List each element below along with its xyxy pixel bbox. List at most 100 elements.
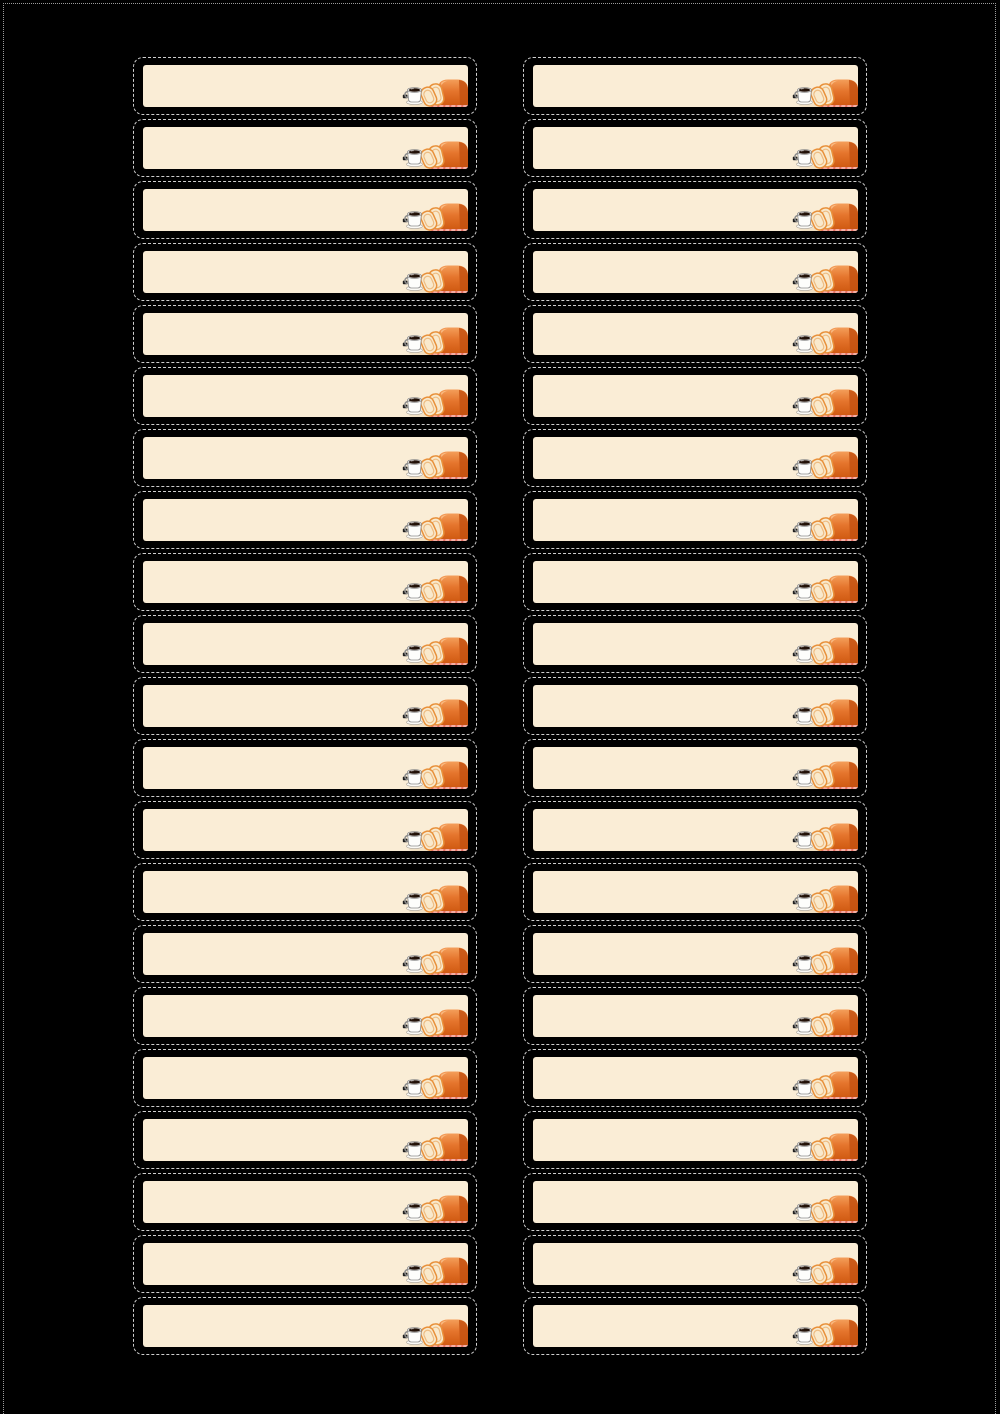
label-cell[interactable]	[133, 1235, 477, 1293]
label-cell[interactable]	[133, 305, 477, 363]
label-cell[interactable]	[523, 1173, 867, 1231]
label-text-area[interactable]	[143, 1119, 468, 1161]
label-text-area[interactable]	[533, 747, 858, 789]
label-text-area[interactable]	[143, 65, 468, 107]
label-text-area[interactable]	[143, 685, 468, 727]
bread-and-coffee-icon	[402, 1009, 468, 1037]
label-cell[interactable]	[523, 553, 867, 611]
label-cell[interactable]	[133, 367, 477, 425]
bread-and-coffee-icon	[402, 761, 468, 789]
label-text-area[interactable]	[143, 747, 468, 789]
label-text-area[interactable]	[143, 1057, 468, 1099]
label-cell[interactable]	[133, 801, 477, 859]
label-text-area[interactable]	[143, 809, 468, 851]
label-cell[interactable]	[523, 1049, 867, 1107]
label-text-area[interactable]	[143, 561, 468, 603]
label-cell[interactable]	[133, 987, 477, 1045]
label-text-area[interactable]	[143, 871, 468, 913]
label-cell[interactable]	[523, 305, 867, 363]
label-text-area[interactable]	[533, 871, 858, 913]
label-text-area[interactable]	[533, 995, 858, 1037]
label-text-area[interactable]	[533, 1119, 858, 1161]
label-text-area[interactable]	[533, 437, 858, 479]
label-text-area[interactable]	[533, 127, 858, 169]
label-text-area[interactable]	[143, 437, 468, 479]
label-cell[interactable]	[523, 1111, 867, 1169]
label-cell[interactable]	[133, 1173, 477, 1231]
label-cell[interactable]	[523, 119, 867, 177]
bread-and-coffee-icon	[402, 1319, 468, 1347]
label-cell[interactable]	[133, 429, 477, 487]
label-text-area[interactable]	[143, 251, 468, 293]
label-cell[interactable]	[523, 615, 867, 673]
label-cell[interactable]	[523, 1235, 867, 1293]
label-cell[interactable]	[133, 553, 477, 611]
label-cell[interactable]	[523, 57, 867, 115]
label-cell[interactable]	[523, 367, 867, 425]
label-text-area[interactable]	[143, 189, 468, 231]
label-text-area[interactable]	[143, 499, 468, 541]
label-cell[interactable]	[133, 119, 477, 177]
label-cell[interactable]	[133, 243, 477, 301]
label-cell[interactable]	[523, 1297, 867, 1355]
label-text-area[interactable]	[533, 561, 858, 603]
bread-and-coffee-icon	[402, 1071, 468, 1099]
bread-and-coffee-icon	[792, 513, 858, 541]
bread-and-coffee-icon	[792, 1009, 858, 1037]
label-text-area[interactable]	[533, 375, 858, 417]
label-cell[interactable]	[133, 615, 477, 673]
bread-and-coffee-icon	[792, 823, 858, 851]
label-text-area[interactable]	[143, 1305, 468, 1347]
label-cell[interactable]	[133, 57, 477, 115]
label-text-area[interactable]	[143, 1181, 468, 1223]
label-text-area[interactable]	[143, 933, 468, 975]
label-text-area[interactable]	[533, 1057, 858, 1099]
label-text-area[interactable]	[143, 1243, 468, 1285]
label-cell[interactable]	[133, 491, 477, 549]
label-text-area[interactable]	[533, 1305, 858, 1347]
bread-and-coffee-icon	[792, 79, 858, 107]
bread-and-coffee-icon	[402, 1257, 468, 1285]
label-text-area[interactable]	[533, 499, 858, 541]
bread-and-coffee-icon	[792, 637, 858, 665]
bread-and-coffee-icon	[402, 203, 468, 231]
label-cell[interactable]	[133, 181, 477, 239]
label-cell[interactable]	[523, 801, 867, 859]
label-text-area[interactable]	[533, 251, 858, 293]
label-cell[interactable]	[133, 925, 477, 983]
label-cell[interactable]	[523, 739, 867, 797]
bread-and-coffee-icon	[792, 699, 858, 727]
label-text-area[interactable]	[143, 995, 468, 1037]
label-text-area[interactable]	[533, 1243, 858, 1285]
label-cell[interactable]	[523, 925, 867, 983]
label-text-area[interactable]	[143, 127, 468, 169]
label-text-area[interactable]	[533, 623, 858, 665]
label-text-area[interactable]	[533, 809, 858, 851]
label-text-area[interactable]	[533, 1181, 858, 1223]
label-cell[interactable]	[133, 863, 477, 921]
bread-and-coffee-icon	[792, 141, 858, 169]
bread-and-coffee-icon	[792, 327, 858, 355]
label-cell[interactable]	[133, 677, 477, 735]
label-text-area[interactable]	[143, 623, 468, 665]
label-cell[interactable]	[133, 1111, 477, 1169]
label-cell[interactable]	[523, 491, 867, 549]
bread-and-coffee-icon	[792, 885, 858, 913]
label-text-area[interactable]	[533, 65, 858, 107]
label-cell[interactable]	[523, 243, 867, 301]
label-cell[interactable]	[523, 987, 867, 1045]
label-cell[interactable]	[133, 739, 477, 797]
label-cell[interactable]	[523, 863, 867, 921]
label-cell[interactable]	[523, 429, 867, 487]
label-text-area[interactable]	[533, 685, 858, 727]
label-cell[interactable]	[133, 1049, 477, 1107]
label-cell[interactable]	[523, 677, 867, 735]
label-text-area[interactable]	[143, 313, 468, 355]
label-text-area[interactable]	[533, 933, 858, 975]
label-cell[interactable]	[523, 181, 867, 239]
label-cell[interactable]	[133, 1297, 477, 1355]
label-text-area[interactable]	[533, 313, 858, 355]
label-text-area[interactable]	[533, 189, 858, 231]
bread-and-coffee-icon	[402, 327, 468, 355]
label-text-area[interactable]	[143, 375, 468, 417]
